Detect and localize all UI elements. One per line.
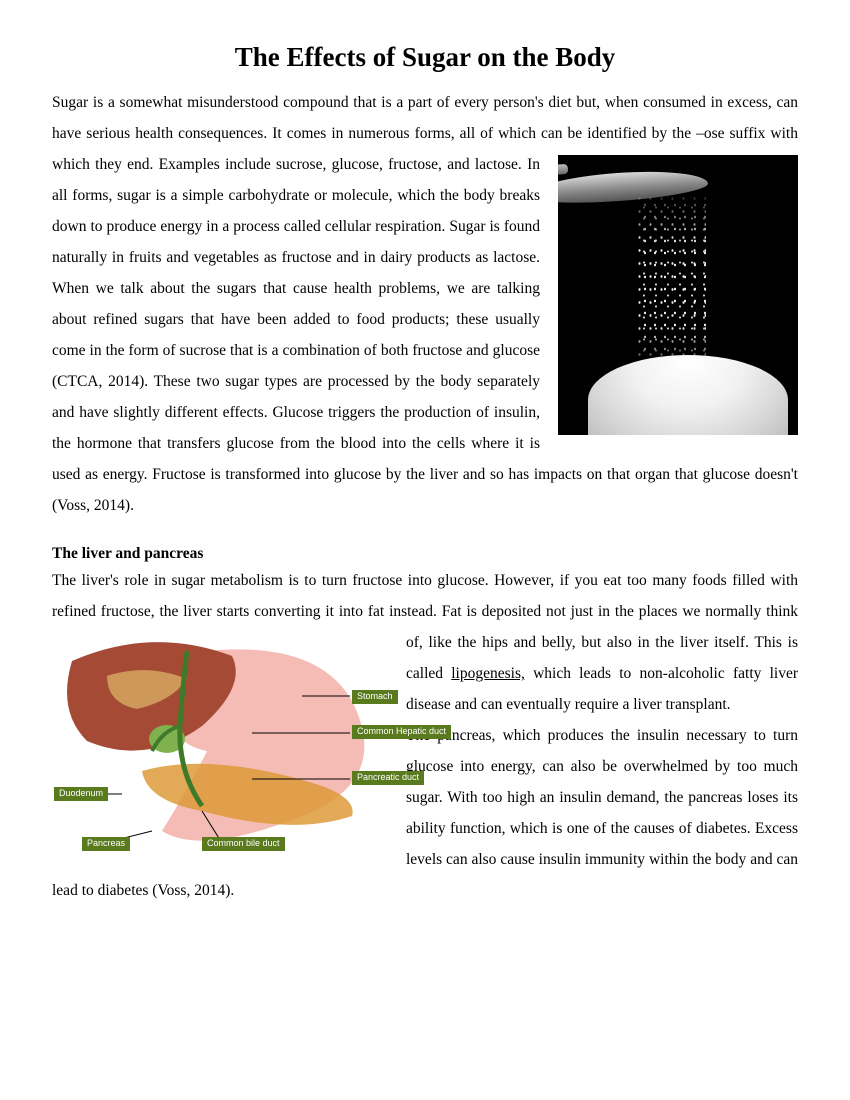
lipogenesis-term: lipogenesis, bbox=[451, 665, 525, 682]
diagram-label-pancreatic-duct: Pancreatic duct bbox=[352, 771, 424, 785]
sugar-stream-shape bbox=[636, 197, 706, 357]
diagram-label-pancreas: Pancreas bbox=[82, 837, 130, 851]
intro-paragraph: Sugar is a somewhat misunderstood compou… bbox=[52, 87, 798, 521]
page-title: The Effects of Sugar on the Body bbox=[52, 42, 798, 73]
diagram-label-stomach: Stomach bbox=[352, 690, 398, 704]
diagram-label-hepatic-duct: Common Hepatic duct bbox=[352, 725, 451, 739]
spoon-handle-shape bbox=[558, 164, 568, 180]
section1-paragraph: The liver's role in sugar metabolism is … bbox=[52, 565, 798, 906]
diagram-label-bile-duct: Common bile duct bbox=[202, 837, 285, 851]
section-heading-liver-pancreas: The liver and pancreas bbox=[52, 545, 798, 563]
sugar-pouring-image bbox=[558, 155, 798, 435]
diagram-label-duodenum: Duodenum bbox=[54, 787, 108, 801]
liver-pancreas-diagram: Stomach Common Hepatic duct Pancreatic d… bbox=[52, 631, 392, 866]
anatomy-svg bbox=[52, 631, 392, 866]
sugar-pile-shape bbox=[588, 355, 788, 435]
